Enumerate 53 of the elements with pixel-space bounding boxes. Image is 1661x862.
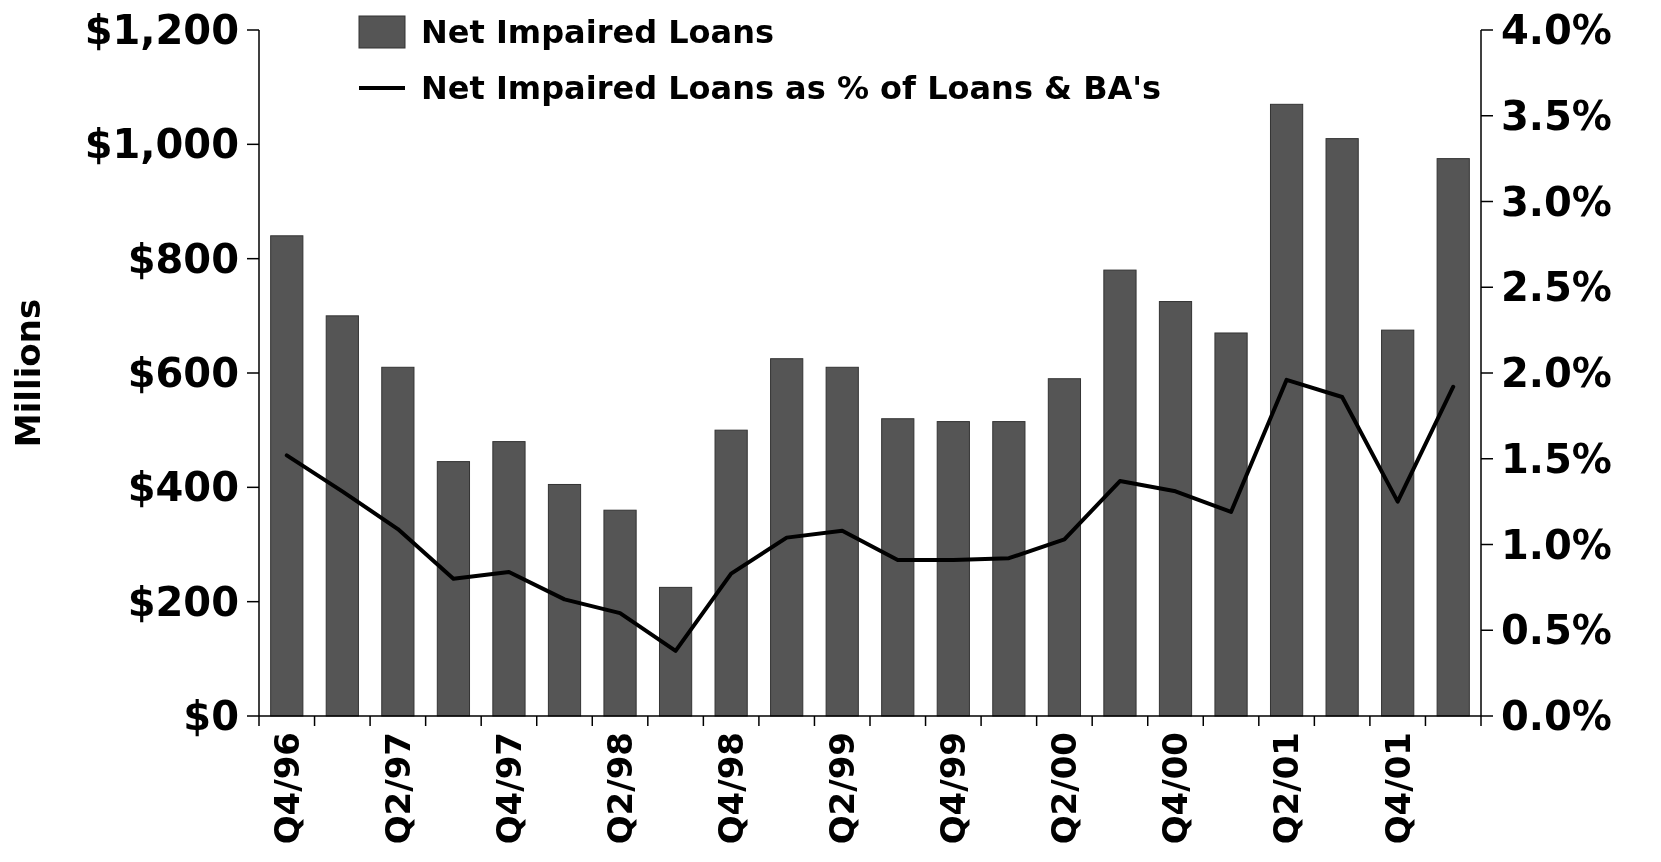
x-tick-label: Q4/98: [711, 732, 752, 845]
x-tick-label: Q2/97: [377, 732, 418, 845]
legend-label: Net Impaired Loans as % of Loans & BA's: [421, 69, 1162, 108]
bar: [1047, 378, 1082, 717]
y-tick-label: $600: [127, 350, 239, 396]
y-axis-title: Millions: [8, 298, 48, 448]
bar: [992, 421, 1026, 717]
y-tick-label: $200: [127, 578, 239, 625]
bar: [1214, 332, 1248, 717]
y2-tick-label: 1.0%: [1501, 521, 1612, 568]
bar: [492, 441, 526, 717]
x-tick-label: Q4/01: [1377, 732, 1418, 845]
y2-tick-label: 3.5%: [1501, 92, 1612, 139]
bar: [825, 366, 859, 717]
bar: [1436, 158, 1470, 717]
bar: [1325, 138, 1359, 717]
y-tick-label: $1,000: [84, 121, 239, 168]
y2-tick-label: 3.0%: [1501, 178, 1612, 225]
y2-tick-label: 1.5%: [1501, 435, 1612, 482]
bar: [770, 358, 804, 717]
y2-tick-label: 0.0%: [1501, 693, 1612, 739]
x-tick-label: Q4/99: [933, 732, 974, 845]
bar: [1103, 269, 1137, 717]
line-series: [284, 377, 1456, 653]
x-tick-label: Q2/00: [1044, 732, 1085, 845]
y-tick-label: $1,200: [84, 7, 239, 53]
bar: [381, 366, 415, 717]
y2-tick-label: 4.0%: [1501, 7, 1612, 53]
bar: [1269, 103, 1304, 717]
bar: [547, 483, 582, 717]
bar: [1158, 301, 1193, 717]
bar: [270, 235, 304, 717]
x-tick-label: Q2/98: [599, 732, 640, 845]
y2-tick-label: 0.5%: [1501, 607, 1612, 654]
y-tick-label: $800: [127, 235, 239, 282]
legend-label: Net Impaired Loans: [421, 13, 774, 52]
x-tick-label: Q2/99: [822, 732, 863, 845]
x-tick-label: Q2/01: [1266, 732, 1307, 845]
bar: [1381, 329, 1415, 717]
y2-tick-label: 2.5%: [1501, 264, 1612, 311]
bar: [325, 315, 359, 717]
y2-tick-label: 2.0%: [1501, 350, 1612, 396]
x-tick-label: Q4/00: [1155, 732, 1196, 845]
x-tick-label: Q4/97: [488, 732, 529, 845]
bar: [436, 461, 471, 717]
bar: [714, 429, 748, 717]
bar: [603, 509, 637, 717]
bar: [881, 418, 915, 717]
bar: [658, 586, 693, 717]
y-tick-label: $0: [183, 693, 239, 739]
bar: [936, 421, 970, 717]
y-tick-label: $400: [127, 464, 239, 511]
x-tick-label: Q4/96: [266, 732, 307, 845]
